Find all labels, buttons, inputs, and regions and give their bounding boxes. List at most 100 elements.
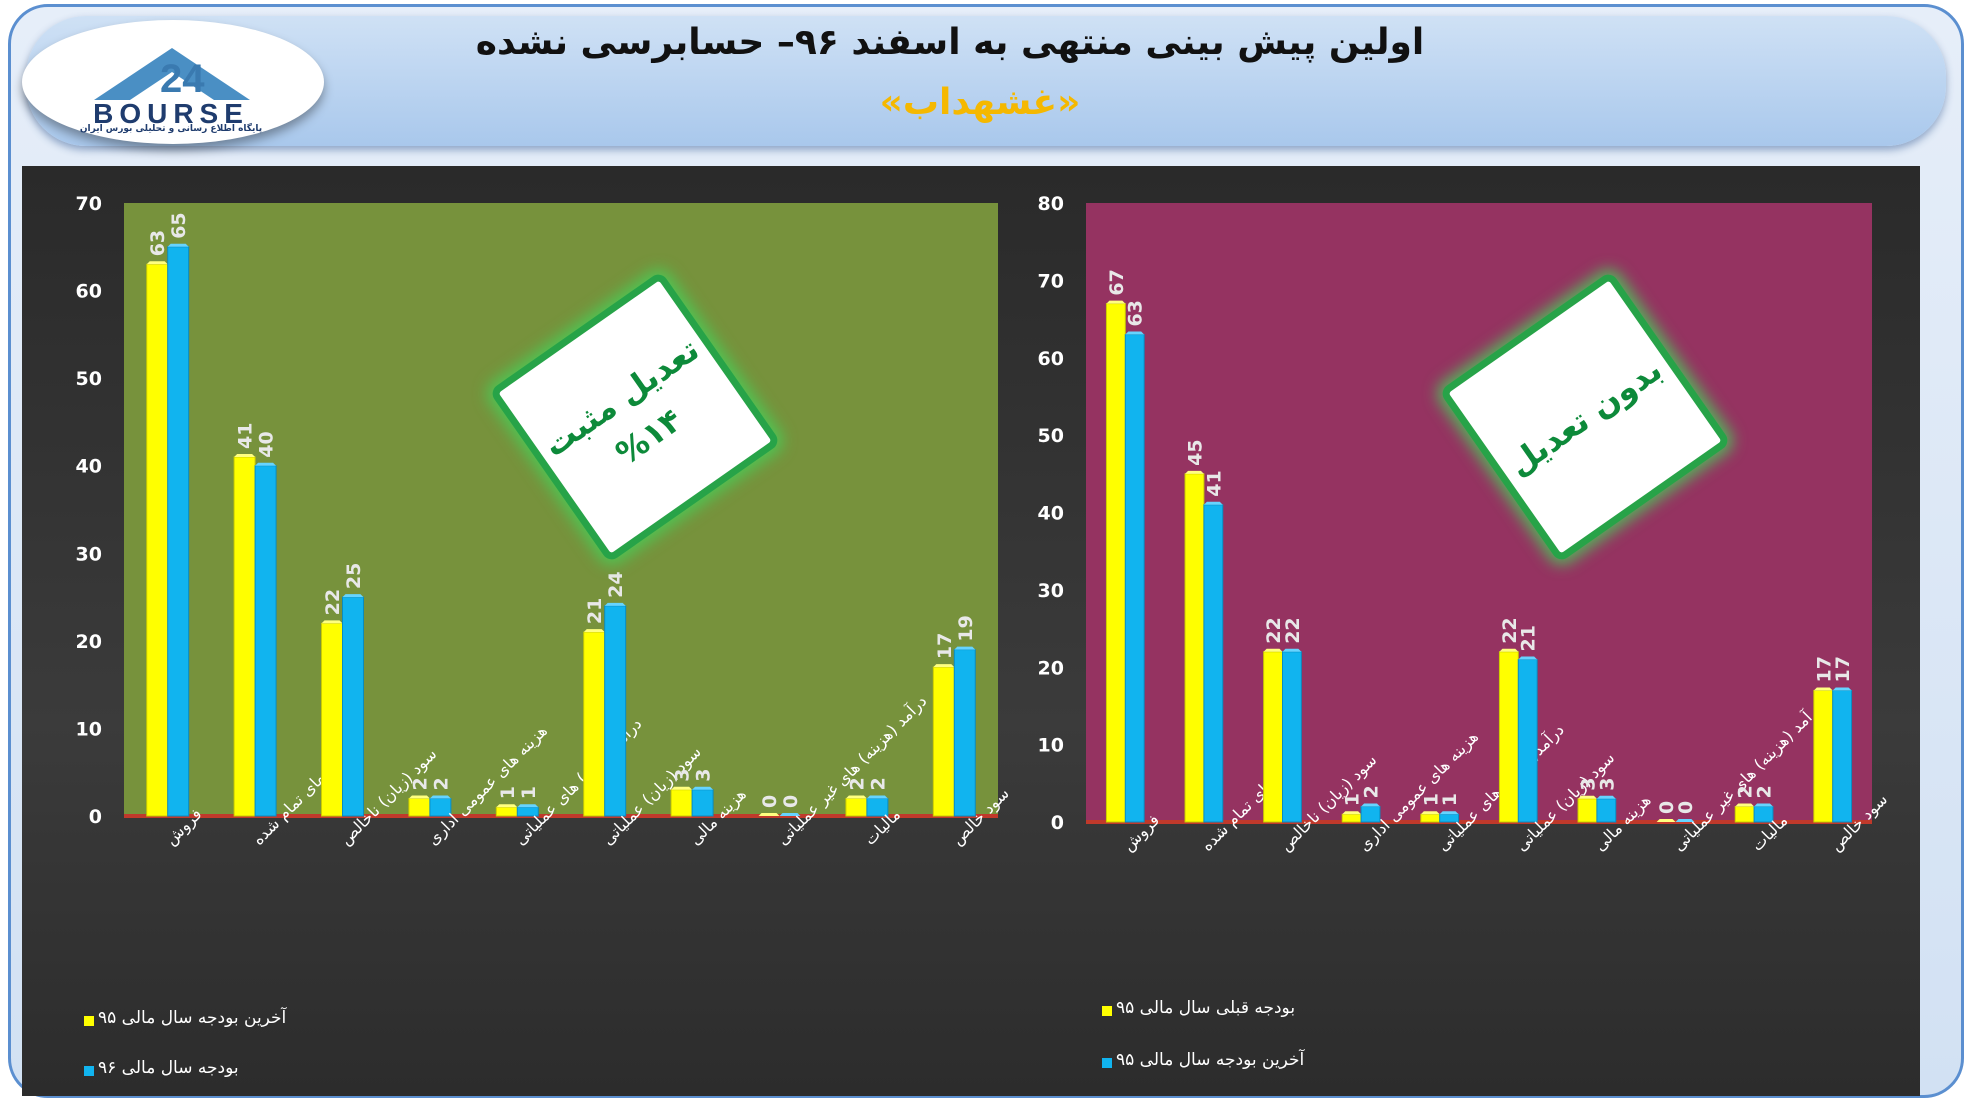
left-data-label: 22	[322, 589, 344, 615]
right-data-label: 41	[1203, 470, 1225, 496]
right-y-tick-label: 10	[1038, 735, 1064, 757]
left-bar-cap-s1	[758, 813, 780, 816]
left-y-tick-label: 40	[76, 456, 102, 478]
legend-left-2: بودجه سال مالی ۹۶	[98, 1058, 239, 1078]
page-subtitle: «غشهداب»	[879, 82, 1081, 123]
left-data-label: 19	[955, 615, 977, 641]
left-bar-cap-s2	[342, 594, 364, 598]
svg-text:24: 24	[160, 57, 205, 101]
left-data-label: 24	[605, 571, 627, 597]
right-bar-cap-s2	[1518, 656, 1538, 660]
right-bar-s1	[1498, 651, 1519, 823]
legend-swatch-right-1	[1102, 1006, 1112, 1016]
left-data-label: 40	[256, 431, 278, 457]
left-bar-cap-s1	[845, 795, 867, 799]
left-y-tick-label: 50	[76, 368, 102, 390]
right-bar-s1	[1577, 798, 1598, 823]
right-data-label: 22	[1263, 617, 1285, 643]
right-bar-cap-s1	[1106, 300, 1126, 304]
left-bar-cap-s2	[604, 602, 626, 606]
left-bar-s1	[670, 789, 693, 817]
legend-right-1: بودجه قبلی سال مالی ۹۵	[1116, 998, 1296, 1018]
left-bar-s1	[146, 263, 169, 817]
right-bar-s2	[1282, 651, 1302, 823]
right-bar-cap-s2	[1203, 501, 1223, 505]
left-bar-s1	[495, 806, 518, 817]
left-bar-cap-s2	[779, 813, 801, 816]
left-data-label: 3	[693, 768, 715, 781]
left-bar-cap-s2	[866, 795, 888, 799]
right-bar-cap-s2	[1596, 795, 1616, 799]
left-data-label: 0	[780, 795, 802, 808]
left-bar-cap-s2	[429, 795, 451, 799]
right-bar-cap-s2	[1282, 648, 1302, 652]
right-data-label: 1	[1439, 793, 1461, 806]
right-data-label: 45	[1184, 439, 1206, 465]
left-bar-s2	[342, 596, 364, 817]
legend-left-1: آخرین بودجه سال مالی ۹۵	[98, 1008, 287, 1028]
logo: 24	[22, 20, 324, 144]
right-data-label: 2	[1754, 785, 1776, 798]
right-bar-cap-s2	[1754, 803, 1773, 807]
left-data-label: 2	[846, 777, 868, 790]
left-bar-cap-s1	[234, 453, 256, 457]
left-bar-s2	[254, 465, 277, 817]
left-data-label: 65	[168, 212, 190, 238]
left-data-label: 63	[147, 230, 169, 256]
left-bar-s1	[233, 456, 256, 817]
left-data-label: 1	[518, 786, 540, 799]
legend-swatch-left-2	[84, 1066, 94, 1076]
right-data-label: 0	[1656, 801, 1678, 814]
right-data-label: 2	[1361, 785, 1383, 798]
left-bar-cap-s2	[255, 462, 277, 466]
left-data-label: 41	[235, 423, 257, 449]
right-bar-s1	[1184, 473, 1205, 823]
right-data-label: 3	[1577, 778, 1599, 791]
right-bar-cap-s2	[1439, 811, 1459, 815]
right-bar-cap-s1	[1263, 648, 1283, 652]
left-data-label: 1	[497, 786, 519, 799]
header-band	[26, 16, 1946, 146]
right-bar-cap-s2	[1675, 819, 1695, 822]
right-data-label: 22	[1499, 617, 1521, 643]
left-bar-cap-s1	[496, 804, 518, 808]
right-bar-cap-s1	[1578, 795, 1597, 799]
right-bar-s1	[1263, 651, 1283, 823]
right-data-label: 22	[1282, 617, 1304, 643]
right-bar-cap-s1	[1185, 470, 1204, 474]
legend-swatch-left-1	[84, 1016, 94, 1026]
right-bar-s1	[1813, 689, 1834, 823]
right-bar-s2	[1517, 659, 1538, 823]
left-y-tick-label: 70	[76, 193, 102, 215]
right-data-label: 67	[1106, 269, 1128, 295]
left-bar-cap-s2	[692, 786, 714, 790]
left-data-label: 0	[759, 795, 781, 808]
right-data-label: 17	[1813, 656, 1835, 682]
right-data-label: 3	[1596, 778, 1618, 791]
right-bar-cap-s2	[1832, 687, 1852, 691]
right-bar-s1	[1734, 806, 1755, 823]
right-bar-cap-s1	[1735, 803, 1755, 807]
right-bar-cap-s2	[1125, 331, 1145, 335]
right-y-tick-label: 80	[1038, 193, 1064, 215]
left-data-label: 25	[343, 563, 365, 589]
left-y-tick-label: 30	[76, 543, 102, 565]
right-bar-cap-s1	[1656, 819, 1676, 822]
right-bar-cap-s1	[1499, 648, 1519, 652]
left-bar-s1	[845, 797, 868, 817]
right-bar-s2	[1124, 334, 1145, 823]
logo-text: BOURSE	[93, 98, 249, 129]
right-data-label: 1	[1420, 793, 1442, 806]
right-data-label: 17	[1832, 656, 1854, 682]
right-data-label: 63	[1125, 300, 1147, 326]
left-y-tick-label: 0	[89, 806, 102, 828]
right-y-tick-label: 40	[1038, 503, 1064, 525]
left-y-tick-label: 10	[76, 718, 102, 740]
left-data-label: 2	[409, 777, 431, 790]
left-bar-cap-s2	[167, 243, 189, 247]
right-bar-s2	[1203, 504, 1224, 823]
logo-mark-icon: 24	[94, 48, 250, 101]
left-bar-s1	[408, 797, 431, 817]
left-y-tick-label: 60	[76, 281, 102, 303]
left-bar-cap-s1	[583, 629, 605, 633]
